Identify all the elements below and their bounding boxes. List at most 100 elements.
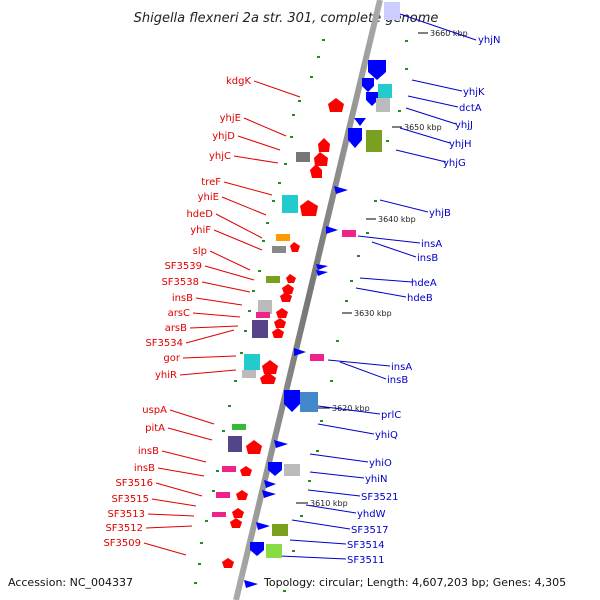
gene-label[interactable]: pitA xyxy=(145,423,165,434)
gene-label[interactable]: yhjG xyxy=(443,158,466,169)
gene-block[interactable] xyxy=(282,195,298,213)
gene-arrow[interactable] xyxy=(368,60,386,80)
gene-arrow[interactable] xyxy=(268,462,282,476)
gene-label[interactable]: SF3534 xyxy=(145,338,183,349)
gene-block[interactable] xyxy=(216,492,230,498)
gene-label[interactable]: yhjC xyxy=(209,151,231,162)
gene-label[interactable]: hdeD xyxy=(186,209,213,220)
gene-arrow[interactable] xyxy=(272,328,284,338)
gene-arrow[interactable] xyxy=(284,390,300,412)
gene-label[interactable]: uspA xyxy=(142,405,167,416)
gene-block[interactable] xyxy=(376,98,390,112)
gene-arrow[interactable] xyxy=(256,522,270,530)
gene-block[interactable] xyxy=(252,320,268,338)
gene-label[interactable]: insB xyxy=(417,253,438,264)
gene-label[interactable]: SF3509 xyxy=(103,538,141,549)
gene-label[interactable]: yhiF xyxy=(190,225,211,236)
gene-arrow[interactable] xyxy=(282,284,294,294)
gene-label[interactable]: SF3514 xyxy=(347,540,385,551)
gene-block[interactable] xyxy=(256,312,270,318)
gene-label[interactable]: arsB xyxy=(165,323,187,334)
gene-label[interactable]: yhjK xyxy=(463,87,485,98)
gene-label[interactable]: yhiR xyxy=(155,370,177,381)
gene-label[interactable]: gor xyxy=(163,353,180,364)
gene-block[interactable] xyxy=(222,466,236,472)
gene-arrow[interactable] xyxy=(260,372,276,384)
gene-label[interactable]: insB xyxy=(172,293,193,304)
gene-arrow[interactable] xyxy=(362,78,374,92)
gene-block[interactable] xyxy=(266,544,282,558)
gene-arrow[interactable] xyxy=(326,226,338,234)
gene-label[interactable]: SF3521 xyxy=(361,492,399,503)
gene-arrow[interactable] xyxy=(274,318,286,328)
gene-label[interactable]: treF xyxy=(201,177,221,188)
gene-block[interactable] xyxy=(384,2,400,20)
gene-block[interactable] xyxy=(378,84,392,98)
gene-block[interactable] xyxy=(276,234,290,241)
gene-arrow[interactable] xyxy=(264,480,276,488)
gene-arrow[interactable] xyxy=(294,348,306,356)
gene-label[interactable]: insB xyxy=(387,375,408,386)
gene-arrow[interactable] xyxy=(230,518,242,528)
gene-label[interactable]: SF3538 xyxy=(161,277,199,288)
gene-label[interactable]: yhjJ xyxy=(455,120,473,131)
gene-arrow[interactable] xyxy=(250,542,264,556)
gene-arrow[interactable] xyxy=(300,200,318,216)
gene-label[interactable]: SF3515 xyxy=(111,494,149,505)
gene-arrow[interactable] xyxy=(318,138,330,152)
gene-label[interactable]: insA xyxy=(391,362,412,373)
gene-block[interactable] xyxy=(310,354,324,361)
gene-label[interactable]: insA xyxy=(421,239,442,250)
gene-block[interactable] xyxy=(366,130,382,152)
gene-block[interactable] xyxy=(272,246,286,253)
gene-arrow[interactable] xyxy=(314,152,328,166)
gene-label[interactable]: yhdW xyxy=(357,509,386,520)
gene-label[interactable]: SF3539 xyxy=(164,261,202,272)
gene-block[interactable] xyxy=(228,436,242,452)
gene-block[interactable] xyxy=(342,230,356,237)
gene-arrow[interactable] xyxy=(262,490,276,498)
gene-label[interactable]: kdgK xyxy=(226,76,251,87)
gene-arrow[interactable] xyxy=(236,490,248,500)
gene-label[interactable]: yhjD xyxy=(212,131,235,142)
gene-label[interactable]: insB xyxy=(134,463,155,474)
gene-arrow[interactable] xyxy=(310,164,322,178)
gene-label[interactable]: yhiN xyxy=(365,474,388,485)
gene-label[interactable]: yhjE xyxy=(220,113,241,124)
gene-block[interactable] xyxy=(300,392,318,412)
gene-block[interactable] xyxy=(232,424,246,430)
gene-label[interactable]: yhjB xyxy=(429,208,451,219)
gene-arrow[interactable] xyxy=(316,264,328,270)
gene-block[interactable] xyxy=(242,370,256,378)
gene-label[interactable]: prlC xyxy=(381,410,401,421)
gene-label[interactable]: SF3513 xyxy=(107,509,145,520)
gene-arrow[interactable] xyxy=(262,360,278,374)
gene-label[interactable]: hdeB xyxy=(407,293,433,304)
gene-block[interactable] xyxy=(258,300,272,314)
gene-arrow[interactable] xyxy=(240,466,252,476)
gene-label[interactable]: dctA xyxy=(459,103,482,114)
gene-block[interactable] xyxy=(296,152,310,162)
gene-label[interactable]: SF3517 xyxy=(351,525,389,536)
gene-arrow[interactable] xyxy=(316,270,328,276)
gene-arrow[interactable] xyxy=(334,186,348,194)
gene-label[interactable]: yhjN xyxy=(478,35,501,46)
gene-label[interactable]: SF3511 xyxy=(347,555,385,566)
gene-arrow[interactable] xyxy=(348,128,362,148)
gene-label[interactable]: yhiO xyxy=(369,458,392,469)
gene-arrow[interactable] xyxy=(222,558,234,568)
gene-label[interactable]: insB xyxy=(138,446,159,457)
gene-arrow[interactable] xyxy=(354,118,366,126)
gene-label[interactable]: SF3512 xyxy=(105,523,143,534)
gene-arrow[interactable] xyxy=(246,440,262,454)
gene-block[interactable] xyxy=(284,464,300,476)
gene-arrow[interactable] xyxy=(274,440,288,448)
gene-arrow[interactable] xyxy=(276,308,288,318)
gene-label[interactable]: arsC xyxy=(168,308,190,319)
gene-block[interactable] xyxy=(272,524,288,536)
gene-label[interactable]: slp xyxy=(193,246,207,257)
gene-label[interactable]: yhiQ xyxy=(375,430,398,441)
gene-arrow[interactable] xyxy=(244,580,258,588)
gene-label[interactable]: SF3516 xyxy=(115,478,153,489)
gene-arrow[interactable] xyxy=(290,242,300,252)
